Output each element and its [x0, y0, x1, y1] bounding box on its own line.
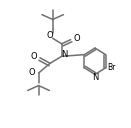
Text: Br: Br	[107, 63, 116, 72]
Text: O: O	[29, 68, 35, 77]
Text: O: O	[74, 34, 80, 43]
Text: N: N	[61, 50, 68, 60]
Text: N: N	[92, 73, 98, 82]
Text: O: O	[31, 52, 37, 61]
Text: O: O	[46, 31, 53, 40]
